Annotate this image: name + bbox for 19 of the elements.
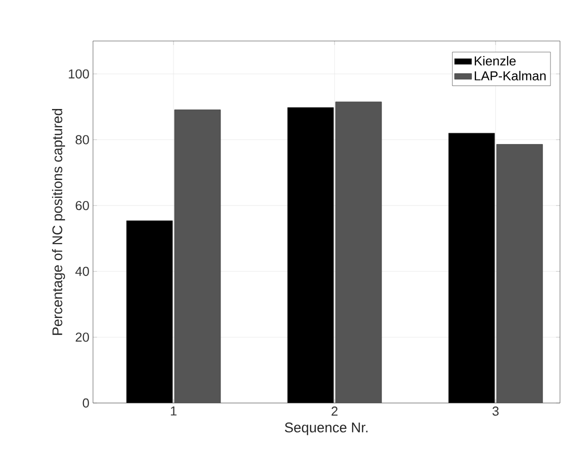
- x-tick-label: 3: [492, 406, 499, 416]
- x-tick-label: 2: [332, 406, 338, 416]
- bar: [287, 107, 334, 403]
- y-tick-label: 20: [76, 332, 89, 342]
- bar: [174, 110, 221, 403]
- y-tick-label: 0: [82, 398, 89, 408]
- x-tick-label: 1: [170, 406, 176, 416]
- bar: [126, 220, 173, 403]
- legend-label: LAP-Kalman: [474, 70, 546, 80]
- bar: [335, 102, 382, 403]
- y-tick-label: 100: [68, 69, 89, 78]
- y-tick-label: 40: [75, 266, 89, 276]
- legend-label: Kienzle: [474, 56, 516, 66]
- x-axis-title: Sequence Nr.: [284, 422, 368, 436]
- bar: [496, 144, 543, 403]
- y-tick-label: 60: [76, 200, 89, 210]
- y-tick-label: 80: [76, 135, 89, 144]
- y-axis-title: Percentage of NC positions captured: [52, 108, 66, 335]
- bar: [448, 132, 495, 403]
